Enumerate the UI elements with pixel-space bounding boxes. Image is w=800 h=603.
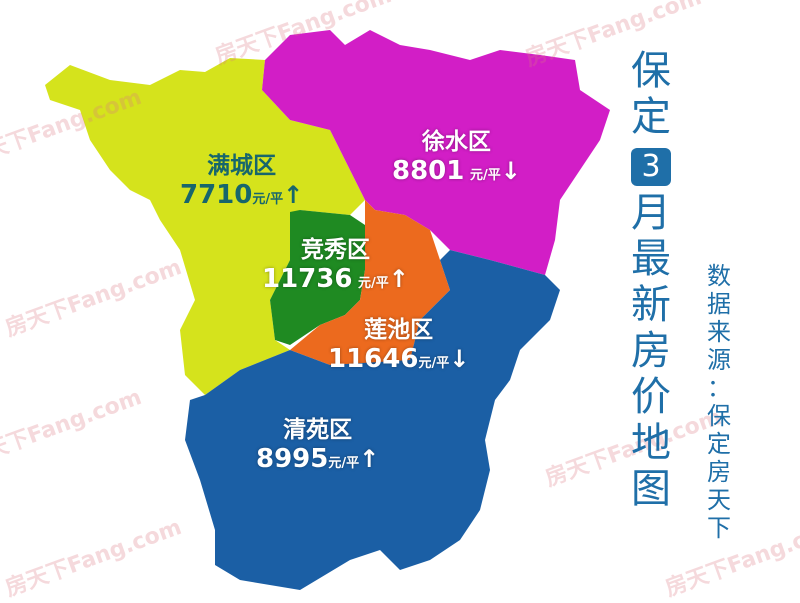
trend-up-icon: ↑ (388, 265, 409, 293)
map-title: 保 定 3 月 最 新 房 价 地 图 (631, 48, 671, 512)
trend-up-icon: ↑ (359, 445, 380, 473)
label-mancheng: 满城区 7710元/平↑ (180, 153, 304, 210)
label-lianchi: 莲池区 11646元/平↓ (328, 317, 470, 374)
region-jingxiu (270, 210, 365, 345)
month-badge: 3 (631, 148, 671, 186)
label-jingxiu: 竞秀区 11736 元/平↑ (262, 237, 409, 294)
region-mancheng (45, 58, 365, 395)
label-qingyuan: 清苑区 8995元/平↑ (256, 417, 380, 474)
region-xushui (262, 30, 610, 275)
label-xushui: 徐水区 8801 元/平↓ (392, 129, 521, 186)
region-lianchi (290, 200, 450, 365)
trend-down-icon: ↓ (500, 157, 521, 185)
region-qingyuan (185, 250, 560, 590)
trend-up-icon: ↑ (283, 181, 304, 209)
data-source: 数 据 来 源 ： 保 定 房 天 下 (707, 262, 731, 542)
trend-down-icon: ↓ (449, 345, 470, 373)
